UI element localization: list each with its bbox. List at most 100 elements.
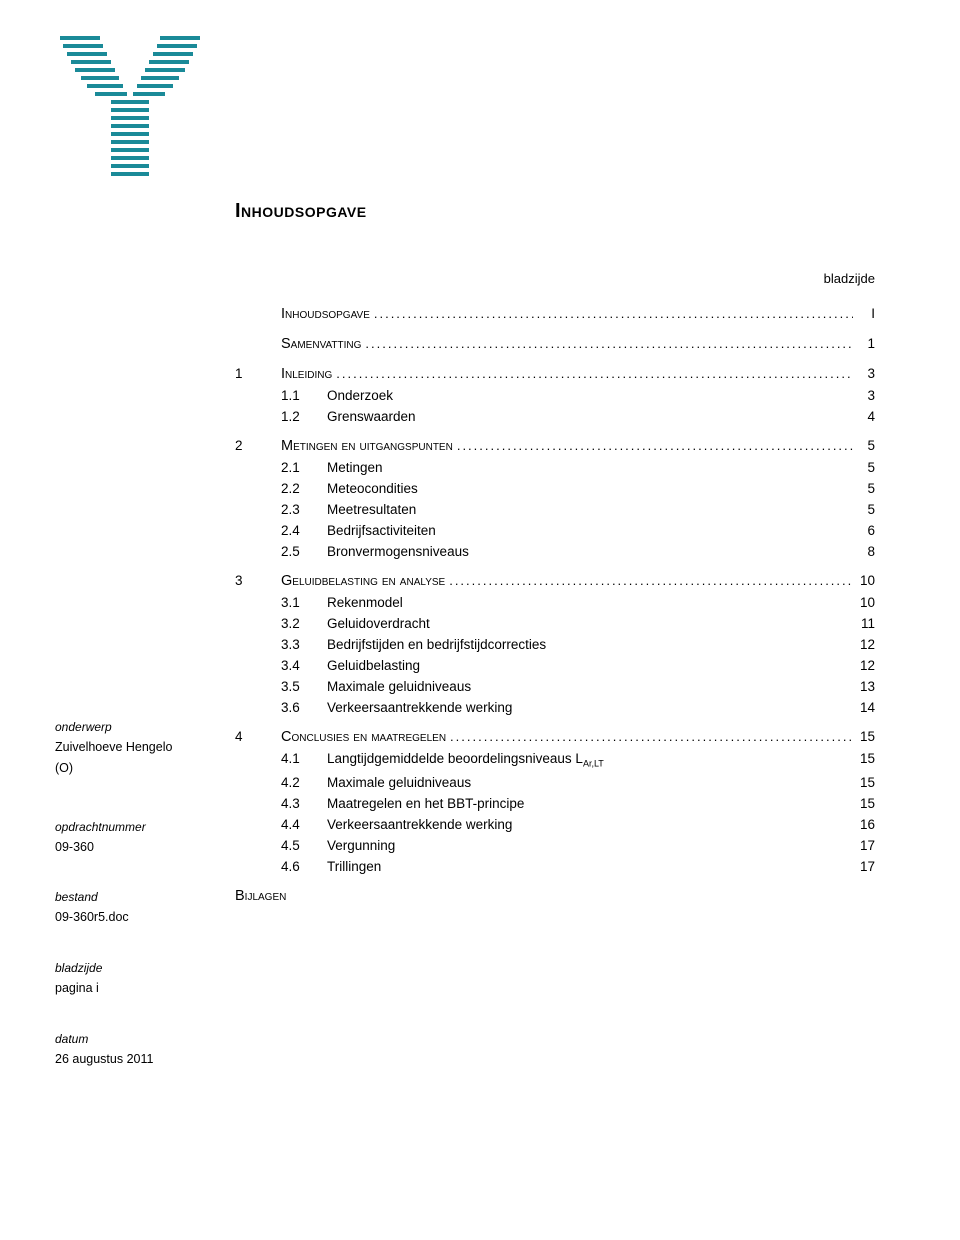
toc-sub-row: 2.5Bronvermogensniveaus8 (235, 544, 875, 559)
toc-page-number: 15 (853, 751, 875, 766)
toc-heading-row: Inhoudsopgave I (235, 306, 875, 322)
toc-page-number: 5 (853, 438, 875, 453)
toc-page-number: I (853, 306, 875, 321)
toc-section-title: Maximale geluidniveaus (327, 775, 471, 790)
toc-section-title: Onderzoek (327, 388, 393, 403)
toc-sub-row: 4.2Maximale geluidniveaus 15 (235, 775, 875, 790)
toc-section-title: Verkeersaantrekkende werking (327, 817, 512, 832)
toc-page-number: 11 (853, 616, 875, 631)
datum-value: 26 augustus 2011 (55, 1050, 215, 1069)
toc-section-number: 2.1 (235, 460, 327, 475)
toc-page-number: 3 (853, 388, 875, 403)
toc-leader-dots (446, 729, 853, 744)
datum-label: datum (55, 1030, 215, 1048)
toc-sub-row: 4.5Vergunning 17 (235, 838, 875, 853)
toc-page-number: 8 (853, 544, 875, 559)
toc-section-number: 3.3 (235, 637, 327, 652)
toc-chapter-title: Inhoudsopgave (281, 306, 370, 322)
toc-section-number: 3.2 (235, 616, 327, 631)
toc-section-title: Vergunning (327, 838, 395, 853)
toc-sub-row: 4.1Langtijdgemiddelde beoordelingsniveau… (235, 751, 875, 769)
bladzijde-value: pagina i (55, 979, 215, 998)
toc-section-number: 3.4 (235, 658, 327, 673)
toc-page-number: 1 (853, 336, 875, 351)
toc-section-number: 4.4 (235, 817, 327, 832)
toc-chapter-number: 4 (235, 729, 281, 744)
toc-section-title: Metingen (327, 460, 383, 475)
toc-page-number: 5 (853, 460, 875, 475)
toc-sub-row: 2.3Meetresultaten 5 (235, 502, 875, 517)
toc-sub-row: 2.2Meteocondities5 (235, 481, 875, 496)
toc-heading-row: 1Inleiding 3 (235, 366, 875, 382)
toc-sub-row: 4.3Maatregelen en het BBT-principe15 (235, 796, 875, 811)
toc-heading-row: 3Geluidbelasting en analyse10 (235, 573, 875, 589)
toc-section-title: Grenswaarden (327, 409, 416, 424)
toc-section-title: Meetresultaten (327, 502, 416, 517)
toc-heading-row: 2Metingen en uitgangspunten 5 (235, 438, 875, 454)
toc-section-number: 1.2 (235, 409, 327, 424)
toc-leader-dots (361, 336, 853, 351)
toc-section-title: Maatregelen en het BBT-principe (327, 796, 524, 811)
toc-page-number: 16 (853, 817, 875, 832)
onderwerp-label: onderwerp (55, 718, 215, 736)
toc-section-number: 2.4 (235, 523, 327, 538)
toc-sub-row: 2.4Bedrijfsactiviteiten 6 (235, 523, 875, 538)
toc-section-number: 4.1 (235, 751, 327, 766)
toc-chapter-title: Metingen en uitgangspunten (281, 438, 453, 454)
subscript: Ar,LT (583, 759, 604, 769)
toc-sub-row: 1.1Onderzoek 3 (235, 388, 875, 403)
toc-section-title: Trillingen (327, 859, 381, 874)
toc-section-number: 4.5 (235, 838, 327, 853)
toc-sub-row: 1.2Grenswaarden4 (235, 409, 875, 424)
toc-heading-row: 4Conclusies en maatregelen15 (235, 729, 875, 745)
toc-leader-dots (370, 306, 853, 321)
company-logo (55, 30, 205, 180)
bestand-value: 09-360r5.doc (55, 908, 215, 927)
onderwerp-value-line1: Zuivelhoeve Hengelo (55, 738, 215, 757)
toc-chapter-number: 2 (235, 438, 281, 453)
toc-section-number: 2.3 (235, 502, 327, 517)
opdrachtnummer-value: 09-360 (55, 838, 215, 857)
toc-page-number: 14 (853, 700, 875, 715)
toc-section-number: 2.2 (235, 481, 327, 496)
toc-section-title: Verkeersaantrekkende werking (327, 700, 512, 715)
toc-section-number: 4.6 (235, 859, 327, 874)
column-header-bladzijde: bladzijde (235, 271, 875, 286)
toc-page-number: 5 (853, 481, 875, 496)
toc-page-number: 12 (853, 658, 875, 673)
toc-sub-row: 3.6Verkeersaantrekkende werking14 (235, 700, 875, 715)
toc-page-number: 17 (853, 859, 875, 874)
toc-page-number: 6 (853, 523, 875, 538)
toc-sub-row: 3.3Bedrijfstijden en bedrijfstijdcorrect… (235, 637, 875, 652)
toc-chapter-number: 1 (235, 366, 281, 381)
opdrachtnummer-label: opdrachtnummer (55, 818, 215, 836)
toc-chapter-title: Samenvatting (281, 336, 361, 352)
toc-sub-row: 4.6Trillingen 17 (235, 859, 875, 874)
toc-page-number: 5 (853, 502, 875, 517)
toc-chapter-title: Inleiding (281, 366, 332, 382)
document-metadata-sidebar: onderwerp Zuivelhoeve Hengelo (O) opdrac… (55, 700, 215, 1069)
toc-page-number: 3 (853, 366, 875, 381)
toc-sub-row: 2.1Metingen 5 (235, 460, 875, 475)
toc-section-title: Langtijdgemiddelde beoordelingsniveaus L… (327, 751, 604, 769)
toc-section-number: 1.1 (235, 388, 327, 403)
page: onderwerp Zuivelhoeve Hengelo (O) opdrac… (0, 0, 960, 1240)
table-of-contents: InhoudsopgaveISamenvatting11Inleiding31.… (235, 306, 875, 874)
toc-sub-row: 4.4Verkeersaantrekkende werking 16 (235, 817, 875, 832)
toc-section-title: Maximale geluidniveaus (327, 679, 471, 694)
toc-chapter-title: Geluidbelasting en analyse (281, 573, 445, 589)
toc-section-number: 3.1 (235, 595, 327, 610)
toc-heading-row: Samenvatting 1 (235, 336, 875, 352)
onderwerp-value-line2: (O) (55, 759, 215, 778)
toc-page-number: 17 (853, 838, 875, 853)
toc-section-title: Bedrijfsactiviteiten (327, 523, 436, 538)
toc-sub-row: 3.1Rekenmodel10 (235, 595, 875, 610)
toc-leader-dots (445, 573, 853, 588)
toc-page-number: 15 (853, 775, 875, 790)
page-title: Inhoudsopgave (235, 200, 875, 223)
main-content: Inhoudsopgave bladzijde Inhoudsopgave I Sa… (235, 200, 875, 904)
toc-section-number: 4.2 (235, 775, 327, 790)
toc-section-title: Bronvermogensniveaus (327, 544, 469, 559)
toc-page-number: 10 (853, 595, 875, 610)
toc-page-number: 10 (853, 573, 875, 588)
